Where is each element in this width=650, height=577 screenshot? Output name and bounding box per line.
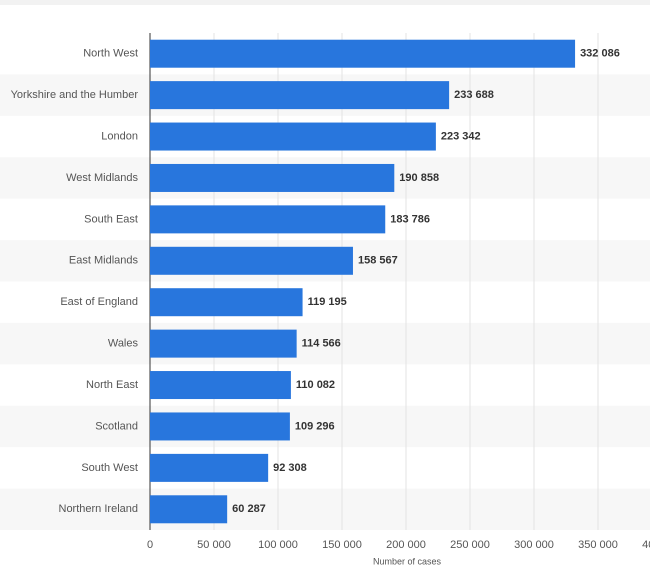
x-tick-label: 150 000 <box>322 539 362 551</box>
x-tick-label: 300 000 <box>514 539 554 551</box>
y-tick-label: South East <box>84 213 138 225</box>
bar <box>150 39 576 68</box>
bar <box>150 205 386 234</box>
value-label: 92 308 <box>273 462 307 474</box>
value-label: 332 086 <box>580 48 620 60</box>
x-tick-label: 50 000 <box>197 539 231 551</box>
value-label: 158 567 <box>358 255 398 267</box>
value-label: 233 688 <box>454 89 494 101</box>
x-tick-label: 250 000 <box>450 539 490 551</box>
bar <box>150 329 297 358</box>
row-band <box>0 405 650 448</box>
y-tick-label: Wales <box>108 338 139 350</box>
y-tick-label: East Midlands <box>69 255 139 267</box>
y-tick-label: East of England <box>60 296 138 308</box>
x-tick-label: 350 000 <box>578 539 618 551</box>
bar <box>150 246 353 275</box>
top-strip <box>0 0 650 5</box>
y-tick-label: London <box>101 130 138 142</box>
y-tick-label: North West <box>83 48 138 60</box>
row-band <box>0 488 650 530</box>
y-tick-label: South West <box>81 462 138 474</box>
x-tick-label: 0 <box>147 539 153 551</box>
bar <box>150 495 228 524</box>
value-label: 110 082 <box>296 379 335 391</box>
value-label: 60 287 <box>232 503 266 515</box>
y-tick-label: West Midlands <box>66 172 138 184</box>
bar <box>150 371 291 400</box>
bar <box>150 163 395 192</box>
bar <box>150 288 303 317</box>
x-tick-label: 100 000 <box>258 539 298 551</box>
y-tick-label: Northern Ireland <box>59 503 139 515</box>
x-tick-label: 400 000 <box>642 539 650 551</box>
y-tick-label: North East <box>86 379 138 391</box>
value-label: 183 786 <box>390 213 430 225</box>
value-label: 190 858 <box>399 172 439 184</box>
bar <box>150 122 436 151</box>
y-tick-label: Scotland <box>95 420 138 432</box>
value-label: 119 195 <box>308 296 347 308</box>
x-axis-title: Number of cases <box>373 556 442 566</box>
x-tick-label: 200 000 <box>386 539 426 551</box>
value-label: 114 566 <box>302 338 341 350</box>
bar <box>150 453 269 482</box>
value-label: 109 296 <box>295 420 335 432</box>
row-backgrounds <box>0 74 650 530</box>
bar <box>150 412 290 441</box>
y-tick-label: Yorkshire and the Humber <box>11 89 139 101</box>
row-band <box>0 322 650 365</box>
value-label: 223 342 <box>441 130 481 142</box>
bar <box>150 81 450 110</box>
